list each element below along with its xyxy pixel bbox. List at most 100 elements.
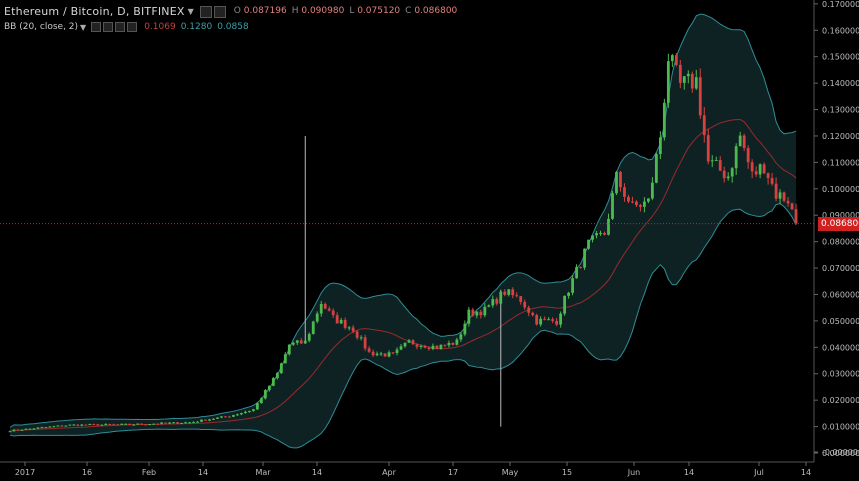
candle-body bbox=[411, 340, 415, 345]
candle-body bbox=[734, 146, 738, 169]
candle-body bbox=[132, 424, 136, 426]
candle-body bbox=[323, 303, 327, 309]
candle-body bbox=[379, 353, 383, 355]
close-icon[interactable] bbox=[127, 21, 138, 32]
candle-body bbox=[766, 173, 770, 179]
candle-body bbox=[431, 345, 435, 350]
last-price-label: 0.086800 bbox=[818, 216, 859, 231]
candle-body bbox=[650, 182, 654, 199]
candle-body bbox=[567, 292, 570, 296]
time-axis[interactable]: 2017 16 Feb 14 Mar 14 Apr 17 May 15 Jun 14 Jul 14 bbox=[0, 461, 814, 477]
candle-body bbox=[666, 61, 670, 103]
eye-icon[interactable] bbox=[199, 5, 212, 18]
candle-body bbox=[639, 205, 642, 207]
candle-body bbox=[463, 323, 467, 335]
price-axis[interactable]: 0.170000 0.160000 0.150000 0.140000 0.130000… bbox=[813, 0, 859, 462]
candle-body bbox=[84, 424, 88, 426]
candles bbox=[8, 52, 798, 433]
candle-body bbox=[674, 55, 678, 65]
candle-body bbox=[511, 289, 515, 296]
candle-body bbox=[790, 203, 794, 210]
candle-body bbox=[539, 318, 543, 325]
symbol-title[interactable]: Ethereum / Bitcoin, D, BITFINEX bbox=[4, 4, 185, 18]
candle-body bbox=[678, 64, 682, 83]
candle-body bbox=[499, 291, 503, 304]
candle-body bbox=[762, 164, 766, 174]
candle-body bbox=[267, 385, 271, 391]
eye-icon[interactable] bbox=[91, 21, 102, 32]
chevron-down-icon[interactable]: ▼ bbox=[187, 6, 194, 16]
candle-body bbox=[738, 135, 742, 147]
candle-body bbox=[555, 320, 559, 325]
candle-body bbox=[16, 429, 20, 431]
candle-body bbox=[96, 424, 100, 426]
candle-body bbox=[587, 239, 590, 249]
candle-body bbox=[359, 337, 363, 339]
candle-body bbox=[395, 349, 399, 353]
candle-body bbox=[180, 423, 183, 425]
candle-body bbox=[483, 306, 487, 316]
candle-body bbox=[698, 77, 702, 116]
candle-body bbox=[571, 278, 574, 293]
candle-body bbox=[36, 427, 40, 429]
candle-body bbox=[192, 421, 195, 423]
source-icon[interactable] bbox=[115, 21, 126, 32]
candle-body bbox=[263, 390, 267, 399]
price-tick-label: 0.060000 bbox=[822, 290, 859, 299]
candle-body bbox=[120, 423, 124, 425]
price-tick-label: 0.050000 bbox=[822, 317, 859, 326]
candle-body bbox=[303, 340, 307, 344]
candle-body bbox=[216, 417, 219, 419]
price-tick-label: 0.090000 bbox=[822, 211, 859, 220]
indicator-name[interactable]: BB (20, close, 2) bbox=[4, 22, 79, 32]
time-tick-label: Feb bbox=[142, 468, 156, 477]
candle-body bbox=[76, 424, 80, 426]
candle-body bbox=[635, 201, 638, 206]
candle-body bbox=[487, 305, 491, 307]
candle-body bbox=[255, 403, 259, 410]
candle-body bbox=[726, 176, 730, 179]
candle-body bbox=[112, 424, 116, 426]
candle-body bbox=[291, 342, 295, 345]
candle-body bbox=[188, 422, 191, 424]
candle-body bbox=[423, 345, 427, 348]
price-tick-label: 0.140000 bbox=[822, 79, 859, 88]
candle-body bbox=[730, 168, 734, 177]
candle-body bbox=[28, 428, 32, 430]
price-tick-label: -0.000000 bbox=[822, 448, 859, 457]
price-tick-label: 0.010000 bbox=[822, 423, 859, 432]
chevron-down-icon[interactable]: ▼ bbox=[80, 22, 87, 32]
candle-body bbox=[471, 309, 475, 316]
candle-body bbox=[503, 291, 507, 295]
candle-body bbox=[475, 311, 479, 316]
candle-body bbox=[551, 319, 555, 321]
settings-icon[interactable] bbox=[103, 21, 114, 32]
chart-header: Ethereum / Bitcoin, D, BITFINEX ▼ O 0.08… bbox=[4, 2, 457, 20]
candle-body bbox=[579, 266, 582, 268]
candle-body bbox=[12, 429, 16, 432]
candle-body bbox=[742, 135, 746, 149]
candle-body bbox=[347, 327, 351, 329]
candle-body bbox=[319, 303, 323, 314]
candle-body bbox=[387, 352, 391, 357]
lower-value: 0.0858 bbox=[217, 22, 249, 32]
candle-body bbox=[403, 342, 407, 347]
candle-body bbox=[647, 198, 650, 202]
candle-body bbox=[176, 422, 179, 424]
candle-body bbox=[72, 424, 76, 426]
candle-body bbox=[603, 232, 606, 235]
time-tick-label: May bbox=[502, 468, 519, 477]
price-tick-label: 0.150000 bbox=[822, 53, 859, 62]
price-tick-label: 0.000000 bbox=[822, 449, 859, 458]
candle-body bbox=[144, 424, 148, 426]
candle-body bbox=[415, 344, 419, 347]
candle-body bbox=[88, 424, 92, 426]
candle-body bbox=[92, 424, 96, 426]
settings-icon[interactable] bbox=[213, 5, 226, 18]
candle-body bbox=[48, 426, 52, 428]
ohlc-values: O 0.087196 H 0.090980 L 0.075120 C 0.086… bbox=[234, 6, 458, 16]
candle-body bbox=[547, 319, 551, 321]
candle-body bbox=[670, 55, 674, 62]
candle-body bbox=[662, 102, 666, 138]
